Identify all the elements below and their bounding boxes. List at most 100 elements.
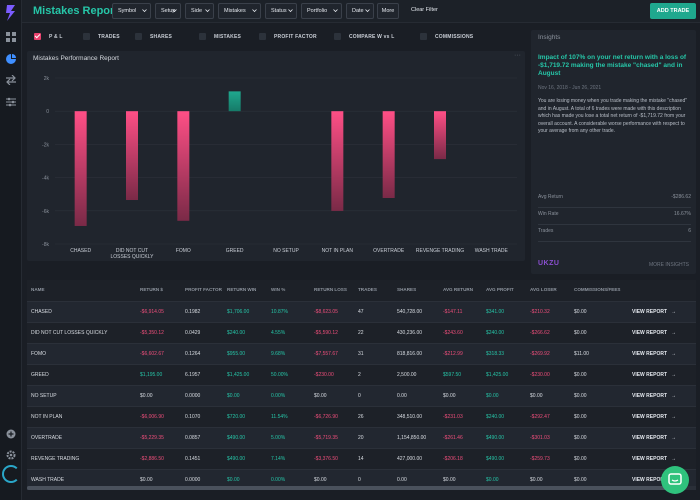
checkbox-icon[interactable] xyxy=(199,33,206,40)
filter-label: Portfolio xyxy=(307,8,328,14)
bar-not-in-plan[interactable] xyxy=(331,111,344,211)
column-header[interactable]: AVG LOSER xyxy=(530,287,557,292)
filter-side[interactable]: Side xyxy=(185,3,214,19)
filter-date[interactable]: Date xyxy=(346,3,374,19)
bar-chased[interactable] xyxy=(74,111,87,226)
cell-name: OVERTRADE xyxy=(31,435,63,441)
checkbox-icon[interactable] xyxy=(83,33,90,40)
filter-label: Symbol xyxy=(118,8,137,14)
column-header[interactable]: RETURN LOSS xyxy=(314,287,347,292)
filter-symbol[interactable]: Symbol xyxy=(112,3,151,19)
view-report-button[interactable]: VIEW REPORT→ xyxy=(632,393,676,399)
table-row[interactable]: FOMO -$6,602.67 0.1264 $955.00 9.68% -$7,557.… xyxy=(27,343,696,364)
more-button[interactable]: More xyxy=(377,3,399,19)
cell-avgret: -$243.60 xyxy=(443,330,463,336)
table-row[interactable]: OVERTRADE -$5,229.35 0.0857 $490.00 5.00% -$5… xyxy=(27,427,696,448)
insights-stat-win-rate: Win Rate 16.67% xyxy=(538,211,691,225)
reports-icon[interactable] xyxy=(6,54,16,64)
checkbox-icon[interactable] xyxy=(135,33,142,40)
cell-winp: 0.00% xyxy=(271,477,286,483)
view-report-button[interactable]: VIEW REPORT→ xyxy=(632,351,676,357)
cell-comm: $0.00 xyxy=(574,372,587,378)
arrow-right-icon: → xyxy=(671,435,677,441)
cell-rloss: $0.00 xyxy=(314,477,327,483)
table-row[interactable]: NO SETUP $0.00 0.0000 $0.00 0.00% $0.00 0 0.00 $… xyxy=(27,385,696,406)
settings-sliders-icon[interactable] xyxy=(6,97,16,107)
filter-status[interactable]: Status xyxy=(265,3,297,19)
table-row[interactable]: WASH TRADE $0.00 0.0000 $0.00 0.00% $0.00 0 0.0… xyxy=(27,469,696,490)
cell-rwin: $0.00 xyxy=(227,477,240,483)
filter-label: Date xyxy=(352,8,364,14)
arrow-right-icon: → xyxy=(671,351,677,357)
cell-avgprofit: $240.00 xyxy=(486,330,505,336)
column-header[interactable]: RETURN WIN xyxy=(227,287,257,292)
x-tick-label: DID NOT CUT xyxy=(116,248,148,254)
view-report-label: VIEW REPORT xyxy=(632,456,668,462)
gear-icon[interactable] xyxy=(6,450,16,460)
filter-label: Setup xyxy=(161,8,176,14)
top-bar: Mistakes Report More Clear Filter ADD TR… xyxy=(22,0,700,23)
chart-menu-icon[interactable]: ··· xyxy=(514,52,521,59)
cell-avgprofit: $240.00 xyxy=(486,414,505,420)
view-report-label: VIEW REPORT xyxy=(632,414,668,420)
add-trade-button[interactable]: ADD TRADE xyxy=(650,3,696,19)
column-header[interactable]: AVG PROFIT xyxy=(486,287,514,292)
more-insights-link[interactable]: MORE INSIGHTS xyxy=(648,262,689,268)
column-header[interactable]: RETURN $ xyxy=(140,287,163,292)
checkbox-icon[interactable] xyxy=(259,33,266,40)
bar-fomo[interactable] xyxy=(177,111,190,221)
clear-filter-button[interactable]: Clear Filter xyxy=(411,7,438,13)
arrow-right-icon: → xyxy=(671,309,677,315)
view-report-label: VIEW REPORT xyxy=(632,477,668,483)
table-row[interactable]: DID NOT CUT LOSSES QUICKLY -$5,350.12 0.04… xyxy=(27,322,696,343)
view-report-button[interactable]: VIEW REPORT→ xyxy=(632,372,676,378)
table-row[interactable]: GREED $1,195.00 6.1957 $1,425.00 50.00% -$230… xyxy=(27,364,696,385)
cell-pf: 0.0000 xyxy=(185,393,201,399)
view-report-button[interactable]: VIEW REPORT→ xyxy=(632,414,676,420)
column-header[interactable]: NAME xyxy=(31,287,45,292)
view-report-button[interactable]: VIEW REPORT→ xyxy=(632,309,676,315)
bar-did-not-cut-losses-quickly[interactable] xyxy=(126,111,138,201)
checkbox-icon[interactable] xyxy=(420,33,427,40)
filter-portfolio[interactable]: Portfolio xyxy=(301,3,342,19)
cell-name: NO SETUP xyxy=(31,393,57,399)
cell-comm: $0.00 xyxy=(574,393,587,399)
view-report-button[interactable]: VIEW REPORT→ xyxy=(632,435,676,441)
cell-avgret: $0.00 xyxy=(443,393,456,399)
chevron-down-icon xyxy=(172,9,177,13)
cell-avgret: -$261.46 xyxy=(443,435,463,441)
chevron-down-icon xyxy=(142,9,147,13)
bar-overtrade[interactable] xyxy=(382,111,395,199)
add-icon[interactable] xyxy=(6,429,16,439)
filter-setup[interactable]: Setup xyxy=(155,3,181,19)
table-row[interactable]: NOT IN PLAN -$6,006.90 0.1070 $720.00 11.54%… xyxy=(27,406,696,427)
checkbox-checked-icon[interactable] xyxy=(34,33,41,40)
dashboard-icon[interactable] xyxy=(6,32,16,42)
horizontal-scrollbar-thumb[interactable] xyxy=(27,486,667,490)
chat-button[interactable] xyxy=(661,466,689,494)
logo-icon[interactable] xyxy=(5,5,17,21)
table-row[interactable]: CHASED -$6,914.05 0.1982 $1,706.00 10.87% -$8… xyxy=(27,301,696,322)
checkbox-icon[interactable] xyxy=(334,33,341,40)
column-header[interactable]: SHARES xyxy=(397,287,417,292)
column-header[interactable]: COMMISSIONS/FEES xyxy=(574,287,621,292)
filter-mistakes[interactable]: Mistakes xyxy=(218,3,261,19)
cell-comm: $11.00 xyxy=(574,351,589,357)
view-report-button[interactable]: VIEW REPORT→ xyxy=(632,330,676,336)
bar-greed[interactable] xyxy=(228,91,241,112)
trades-icon[interactable] xyxy=(6,75,16,85)
column-header[interactable]: AVG RETURN xyxy=(443,287,474,292)
brand-logo: UKZU xyxy=(538,260,560,267)
column-header[interactable]: PROFIT FACTOR xyxy=(185,287,222,292)
view-report-button[interactable]: VIEW REPORT→ xyxy=(632,456,676,462)
x-tick-label: LOSSES QUICKLY xyxy=(111,254,155,260)
stat-label: Trades xyxy=(538,228,554,234)
column-header[interactable]: WIN % xyxy=(271,287,286,292)
view-report-label: VIEW REPORT xyxy=(632,309,668,315)
cell-trades: 0 xyxy=(358,393,361,399)
column-header[interactable]: TRADES xyxy=(358,287,377,292)
cell-trades: 20 xyxy=(358,435,364,441)
insights-stat-avg-return: Avg Return -$286.62 xyxy=(538,194,691,208)
table-row[interactable]: REVENGE TRADING -$2,886.50 0.1451 $490.00 7.… xyxy=(27,448,696,469)
bar-revenge-trading[interactable] xyxy=(434,111,446,160)
